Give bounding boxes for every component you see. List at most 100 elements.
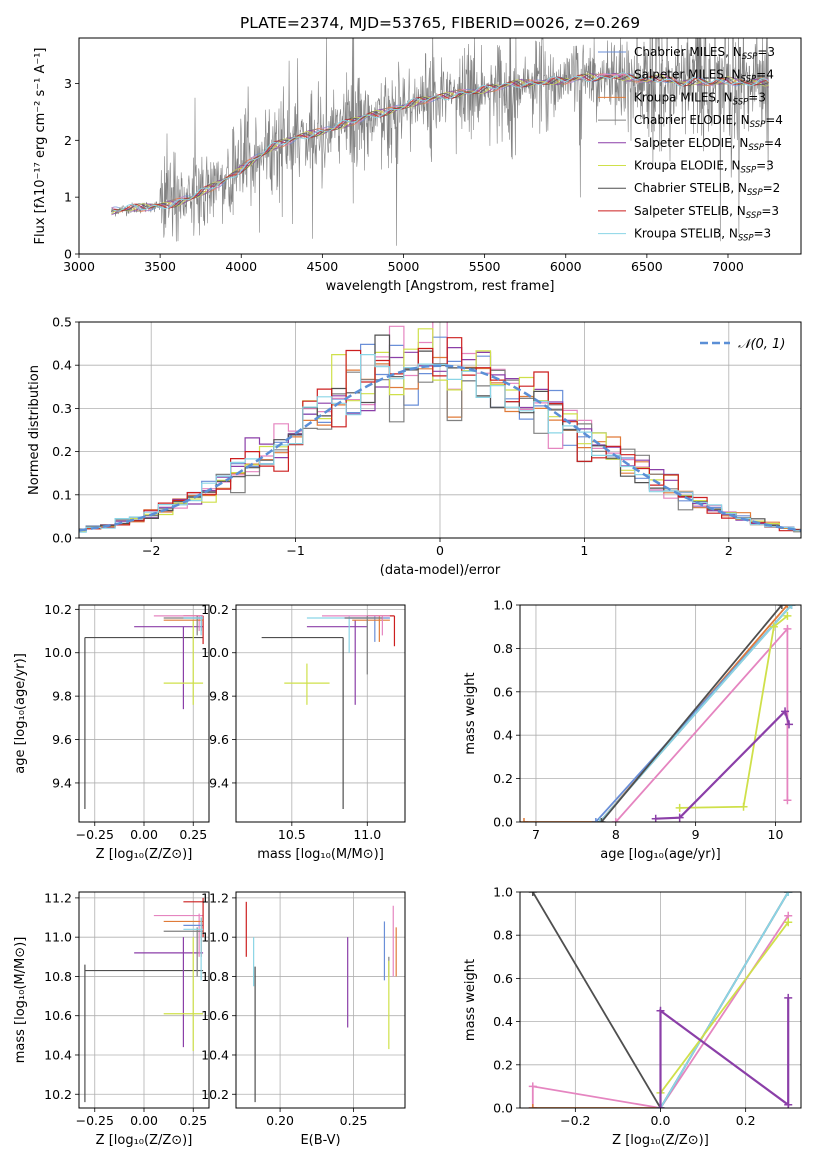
weight_vs_Z-ytick-label: 1.0 — [493, 885, 513, 900]
age_vs_mass-ytick-label: 9.4 — [209, 775, 229, 790]
weight-line-kroupa_elodie — [679, 615, 788, 809]
mass_vs_EBV-xtick-label: 0.20 — [266, 1113, 294, 1128]
spectrum-xtick-label: 4000 — [225, 259, 257, 274]
weight-marker-kroupa_miles — [783, 605, 792, 609]
weight_vs_age-marks — [520, 605, 796, 822]
mass_vs_Z-ytick-label: 10.6 — [44, 1008, 72, 1023]
weight_vs_Z-ytick-label: 0.8 — [493, 928, 513, 943]
weight-line-salpeter_elodie — [659, 997, 790, 1108]
mass_vs_EBV-ytick-label: 11.2 — [201, 890, 229, 905]
residuals-xtick-label: −1 — [286, 543, 304, 558]
weight_vs_age-ytick-label: 0.4 — [493, 728, 513, 743]
weight-marker-chabrier_miles — [591, 818, 600, 822]
mass_vs_Z-xtick-label: −0.25 — [76, 1113, 114, 1128]
age_vs_Z-ytick-label: 10.0 — [44, 645, 72, 660]
weight-line-kroupa_miles — [524, 605, 789, 822]
mass_vs_EBV-ytick-label: 11.0 — [201, 930, 229, 945]
weight_vs_age-xtick-label: 7 — [532, 827, 540, 842]
axes-border — [519, 891, 802, 1109]
spectrum-xtick-label: 5000 — [388, 259, 420, 274]
weight-marker-kroupa_miles — [528, 1104, 537, 1108]
weight_vs_Z-xtick-label: 0.2 — [736, 1113, 756, 1128]
mass_vs_Z-xtick-label: 0.25 — [179, 1113, 207, 1128]
weight-marker-salpeter_miles — [783, 624, 792, 633]
legend-entry: Salpeter STELIB, NSSP=3 — [634, 204, 779, 221]
spectrum-ylabel: Flux [fλ10⁻¹⁷ erg cm⁻² s⁻¹ A⁻¹] — [33, 48, 48, 245]
spectrum-xtick-label: 5500 — [469, 259, 501, 274]
weight-line-salpeter_elodie — [655, 709, 791, 820]
age_vs_Z-xtick-label: 0.00 — [130, 827, 158, 842]
residuals-xlabel: (data-model)/error — [380, 563, 501, 578]
legend-entry: Salpeter MILES, NSSP=4 — [634, 68, 774, 85]
weight-marker-salpeter_miles — [528, 1082, 537, 1091]
residuals-xtick-label: 1 — [580, 543, 588, 558]
mass_vs_EBV-ytick-label: 10.2 — [201, 1087, 229, 1102]
mass_vs_Z-ylabel: mass [log₁₀(M/M⊙)] — [13, 937, 28, 1064]
weight-marker-salpeter_miles — [783, 796, 792, 805]
weight-line-chabrier_stelib — [532, 892, 662, 1108]
axes-border — [78, 37, 802, 255]
legend-entry: Kroupa MILES, NSSP=3 — [634, 90, 766, 107]
weight_vs_age-ytick-label: 0.0 — [493, 815, 513, 830]
age_vs_Z-ylabel: age [log₁₀(age/yr)] — [13, 653, 28, 774]
age_vs_Z-xlabel: Z [log₁₀(Z/Z⊙)] — [96, 847, 193, 862]
spectrum-ytick-label: 1 — [64, 190, 72, 205]
mass_vs_EBV-plot-bg — [236, 892, 405, 1108]
age_vs_mass-ytick-label: 9.6 — [209, 732, 229, 747]
axes-border — [519, 604, 802, 823]
age_vs_Z-ytick-label: 9.4 — [52, 775, 72, 790]
axes-border — [235, 604, 406, 823]
weight_vs_age-plot-bg — [520, 605, 801, 822]
age_vs_mass-ytick-label: 9.8 — [209, 689, 229, 704]
weight-marker-kroupa_stelib — [595, 818, 604, 822]
spectrum-xtick-label: 4500 — [306, 259, 338, 274]
histogram-salpeter_stelib — [79, 337, 801, 532]
weight_vs_Z-xtick-label: −0.2 — [560, 1113, 590, 1128]
spectrum-legend: Chabrier MILES, NSSP=3 Salpeter MILES, NS… — [598, 45, 783, 244]
weight-marker-kroupa_stelib — [787, 605, 796, 609]
age_vs_mass-xtick-label: 10.5 — [278, 827, 306, 842]
weight-line-kroupa_stelib — [659, 892, 789, 1108]
residuals-ytick-label: 0.3 — [52, 401, 72, 416]
spectrum-marks — [111, 38, 769, 246]
age_vs_Z-xtick-label: −0.25 — [76, 827, 114, 842]
weight_vs_age-ytick-label: 1.0 — [493, 598, 513, 613]
mass_vs_EBV-xtick-label: 0.25 — [340, 1113, 368, 1128]
residuals-xtick-label: 0 — [436, 543, 444, 558]
axes-border — [78, 891, 210, 1109]
legend-entry: Chabrier ELODIE, NSSP=4 — [634, 113, 783, 130]
weight-marker-kroupa_elodie — [784, 918, 793, 927]
weight-marker-kroupa_elodie — [769, 622, 778, 631]
spectrum-ytick-label: 0 — [64, 247, 72, 262]
spectrum-ytick-label: 3 — [64, 76, 72, 91]
spectrum-axes: 3000 3500 4000 4500 5000 5500 6000 6500 7000 0 1 2 3… — [33, 37, 802, 294]
residuals-ytick-label: 0.1 — [52, 487, 72, 502]
legend-entry: Chabrier STELIB, NSSP=2 — [634, 181, 780, 198]
residuals-xtick-label: 2 — [725, 543, 733, 558]
legend-entry: 𝒩(0, 1) — [738, 337, 785, 352]
weight-line-chabrier_stelib — [600, 605, 783, 822]
mass_vs_Z-xtick-label: 0.00 — [130, 1113, 158, 1128]
spectrum-xtick-label: 3000 — [63, 259, 95, 274]
weight_vs_age-xtick-label: 9 — [692, 827, 700, 842]
weight-marker-kroupa_elodie — [675, 803, 684, 812]
mass_vs_Z-ytick-label: 10.2 — [44, 1087, 72, 1102]
age_vs_mass-marks — [261, 615, 396, 809]
weight-marker-chabrier_stelib — [528, 892, 537, 896]
age_vs_mass-ytick-label: 10.2 — [201, 602, 229, 617]
weight_vs_age-xlabel: age [log₁₀(age/yr)] — [600, 847, 721, 862]
residuals-xtick-label: −2 — [142, 543, 160, 558]
gaussian-curve — [79, 364, 801, 532]
weight-marker-salpeter_miles — [611, 818, 620, 822]
weight-marker-salpeter_elodie — [656, 1006, 665, 1015]
residual-legend: 𝒩(0, 1) — [700, 337, 785, 352]
age_vs_mass-plot-bg — [236, 605, 405, 822]
weight_vs_Z-ylabel: mass weight — [463, 959, 478, 1041]
weight-marker-kroupa_stelib — [784, 892, 793, 896]
age_vs_Z-marks — [84, 615, 204, 809]
weight_vs_age-axes: 7 8 9 10 0.0 0.2 0.4 0.6 0.8 1.0 age [log₁₀(age/yr… — [463, 598, 802, 862]
weight-marker-kroupa_miles — [520, 818, 528, 822]
weight-marker-salpeter_elodie — [675, 813, 684, 822]
spectrum-xtick-label: 6500 — [631, 259, 663, 274]
